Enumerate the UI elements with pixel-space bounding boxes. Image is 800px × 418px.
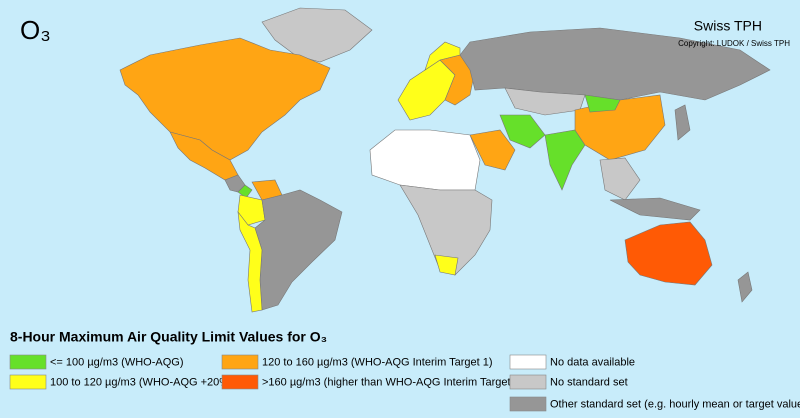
logo: Swiss TPH — [694, 18, 762, 34]
legend-label: No data available — [550, 356, 635, 368]
legend-swatch — [221, 374, 259, 390]
colombia — [237, 194, 266, 226]
africa — [399, 184, 493, 276]
legend-swatch — [221, 354, 259, 370]
north-america — [119, 37, 331, 161]
legend-swatch — [9, 354, 47, 370]
map-title: O₃ — [20, 15, 51, 45]
legend-label: 120 to 160 µg/m3 (WHO-AQG Interim Target… — [262, 356, 493, 368]
copyright: Copyright: LUDOK / Swiss TPH — [678, 39, 790, 48]
australia — [624, 221, 713, 286]
legend-label: 100 to 120 µg/m3 (WHO-AQG +20%) — [50, 376, 233, 388]
new-zealand — [737, 271, 753, 303]
iran — [499, 114, 546, 149]
scandinavia — [424, 41, 461, 71]
peru-chile — [237, 210, 263, 313]
legend-label: Other standard set (e.g. hourly mean or … — [550, 398, 800, 410]
south-africa — [434, 254, 459, 276]
north-africa — [369, 129, 481, 191]
legend-swatch — [509, 354, 547, 370]
mongolia — [584, 94, 621, 113]
legend-swatch — [9, 374, 47, 390]
greenland — [261, 7, 373, 63]
legend-label: <= 100 µg/m3 (WHO-AQG) — [50, 356, 183, 368]
southeast-asia — [599, 157, 641, 201]
legend-swatch — [509, 374, 547, 390]
india — [544, 129, 586, 191]
legend-title: 8-Hour Maximum Air Quality Limit Values … — [10, 329, 327, 345]
legend-swatch — [509, 396, 547, 412]
legend-label: No standard set — [550, 376, 628, 388]
indonesia — [609, 197, 701, 221]
legend-label: >160 µg/m3 (higher than WHO-AQG Interim … — [262, 376, 523, 388]
south-america — [254, 189, 343, 311]
japan — [674, 104, 691, 141]
legend: <= 100 µg/m3 (WHO-AQG) 100 to 120 µg/m3 (… — [9, 354, 800, 412]
russia — [459, 27, 771, 101]
world-map — [119, 7, 771, 313]
arabia — [469, 129, 516, 171]
